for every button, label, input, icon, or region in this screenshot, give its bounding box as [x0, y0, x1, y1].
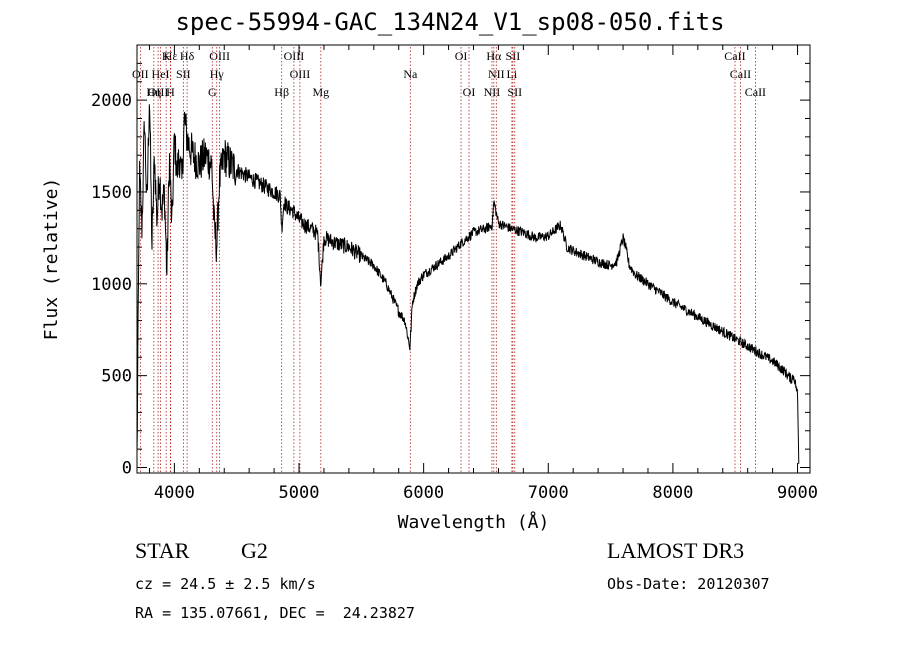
x-axis-label: Wavelength (Å) — [398, 511, 550, 533]
spectral-line-label: Hβ — [274, 85, 289, 99]
x-tick-label: 8000 — [652, 483, 693, 503]
y-tick-label: 1500 — [91, 183, 132, 203]
spectral-line-label: Hα — [486, 49, 502, 63]
spectral-line-label: Li — [507, 67, 518, 81]
spectral-line-label: H — [166, 85, 175, 99]
survey-label: LAMOST DR3 — [607, 538, 745, 563]
x-tick-label: 9000 — [777, 483, 818, 503]
x-tick-label: 5000 — [279, 483, 320, 503]
spectral-line-label: OIII — [148, 85, 169, 99]
spectral-line-label: OIII — [284, 49, 305, 63]
y-tick-label: 2000 — [91, 91, 132, 111]
object-class: STAR — [135, 538, 190, 563]
y-tick-label: 0 — [122, 458, 132, 478]
spectral-line-label: CaII — [745, 85, 766, 99]
x-tick-label: 6000 — [403, 483, 444, 503]
spectral-line-label: K — [162, 49, 171, 63]
spectral-line-label: Hγ — [210, 67, 225, 81]
y-tick-label: 500 — [101, 367, 132, 387]
obs-date-label: Obs-Date: 20120307 — [607, 575, 770, 593]
spectral-line-label: OI — [463, 85, 476, 99]
spectral-line-label: SII — [176, 67, 191, 81]
spectral-line-label: CaII — [724, 49, 745, 63]
y-axis-label: Flux (relative) — [41, 178, 62, 341]
x-tick-label: 4000 — [154, 483, 195, 503]
plot-frame — [136, 44, 811, 474]
chart-title: spec-55994-GAC_134N24_V1_sp08-050.fits — [175, 8, 725, 36]
spectral-line-label: Hη — [146, 85, 161, 99]
spectral-line-label: Hε — [164, 49, 178, 63]
object-subclass: G2 — [241, 538, 268, 563]
spectral-line-label: OIII — [290, 67, 311, 81]
spectral-line-label: NII — [484, 85, 501, 99]
spectral-line-label: Hδ — [180, 49, 195, 63]
spectrum-line — [136, 104, 800, 464]
spectral-line-label: OII — [132, 67, 149, 81]
spectral-line-label: SII — [506, 49, 521, 63]
coords-label: RA = 135.07661, DEC = 24.23827 — [135, 604, 415, 622]
spectral-line-label: G — [208, 85, 217, 99]
spectral-line-label: HeI — [152, 67, 170, 81]
x-tick-label: 7000 — [528, 483, 569, 503]
spectral-line-label: OI — [455, 49, 468, 63]
y-tick-label: 1000 — [91, 275, 132, 295]
spectral-line-label: Mg — [312, 85, 329, 99]
redshift-label: cz = 24.5 ± 2.5 km/s — [135, 575, 316, 593]
spectral-line-label: CaII — [730, 67, 751, 81]
spectral-line-label: Na — [403, 67, 418, 81]
spectral-line-label: SII — [507, 85, 522, 99]
spectral-line-label: OIII — [209, 49, 230, 63]
spectral-line-label: NII — [488, 67, 505, 81]
